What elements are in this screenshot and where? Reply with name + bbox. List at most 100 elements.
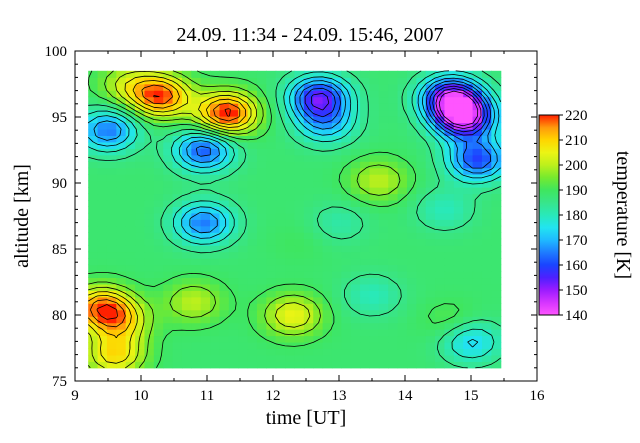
heatmap-cell-2019 bbox=[453, 70, 464, 78]
heatmap-cell-237 bbox=[247, 329, 258, 337]
heatmap-cell-362 bbox=[181, 309, 192, 317]
heatmap-cell-940 bbox=[238, 225, 249, 233]
heatmap-cell-1571 bbox=[378, 135, 389, 143]
heatmap-cell-1864 bbox=[238, 90, 249, 98]
heatmap-cell-411 bbox=[228, 303, 239, 311]
heatmap-cell-548 bbox=[275, 283, 286, 291]
heatmap-cell-1035 bbox=[303, 212, 314, 220]
heatmap-cell-1189 bbox=[97, 187, 108, 195]
heatmap-cell-821 bbox=[360, 245, 371, 253]
heatmap-cell-1904 bbox=[200, 83, 211, 91]
heatmap-cell-298 bbox=[406, 322, 417, 330]
heatmap-cell-69 bbox=[322, 354, 333, 362]
heatmap-cell-1213 bbox=[322, 187, 333, 195]
heatmap-cell-985 bbox=[247, 219, 258, 227]
heatmap-cell-782 bbox=[406, 251, 417, 259]
heatmap-cell-914 bbox=[406, 232, 417, 240]
heatmap-cell-658 bbox=[481, 270, 492, 279]
heatmap-cell-267 bbox=[116, 322, 127, 330]
heatmap-cell-1415 bbox=[153, 154, 164, 162]
heatmap-cell-272 bbox=[163, 322, 174, 330]
heatmap-cell-1879 bbox=[378, 90, 389, 98]
heatmap-cell-1315 bbox=[453, 174, 464, 182]
heatmap-cell-1357 bbox=[435, 167, 446, 175]
heatmap-cell-971 bbox=[116, 219, 127, 227]
heatmap-cell-784 bbox=[425, 251, 436, 259]
colorbar-tick-label-5: 190 bbox=[565, 183, 588, 199]
heatmap-cell-820 bbox=[350, 245, 361, 253]
heatmap-cell-568 bbox=[463, 283, 474, 291]
heatmap-cell-586 bbox=[219, 277, 230, 285]
heatmap-cell-1043 bbox=[378, 212, 389, 220]
heatmap-cell-1938 bbox=[106, 77, 117, 85]
heatmap-cell-593 bbox=[285, 277, 296, 285]
heatmap-cell-501 bbox=[247, 290, 258, 298]
heatmap-cell-756 bbox=[163, 251, 174, 259]
heatmap-cell-1413 bbox=[135, 154, 146, 162]
heatmap-cell-64 bbox=[275, 354, 286, 362]
heatmap-cell-1655 bbox=[341, 122, 352, 130]
heatmap-cell-295 bbox=[378, 322, 389, 330]
heatmap-cell-1535 bbox=[453, 141, 464, 149]
heatmap-cell-270 bbox=[144, 322, 155, 330]
heatmap-cell-749 bbox=[97, 251, 108, 259]
heatmap-cell-1830 bbox=[331, 96, 342, 104]
heatmap-cell-1056 bbox=[88, 206, 99, 214]
heatmap-cell-1442 bbox=[406, 154, 417, 162]
heatmap-cell-1999 bbox=[266, 70, 277, 78]
heatmap-cell-1487 bbox=[416, 148, 427, 156]
heatmap-cell-1428 bbox=[275, 154, 286, 162]
heatmap-cell-1072 bbox=[238, 206, 249, 214]
heatmap-cell-1587 bbox=[116, 128, 127, 136]
heatmap-cell-1470 bbox=[256, 148, 267, 156]
heatmap-cell-1093 bbox=[435, 206, 446, 214]
heatmap-cell-74 bbox=[369, 354, 380, 362]
heatmap-cell-1786 bbox=[331, 103, 342, 111]
heatmap-cell-378 bbox=[331, 309, 342, 317]
heatmap-cell-1331 bbox=[191, 167, 202, 175]
heatmap-cell-1775 bbox=[228, 103, 239, 111]
heatmap-cell-1302 bbox=[331, 174, 342, 182]
heatmap-cell-1013 bbox=[97, 212, 108, 220]
heatmap-cell-654 bbox=[444, 270, 455, 279]
heatmap-cell-357 bbox=[135, 309, 146, 317]
heatmap-cell-1471 bbox=[266, 148, 277, 156]
heatmap-cell-1385 bbox=[285, 161, 296, 169]
heatmap-cell-1654 bbox=[331, 122, 342, 130]
heatmap-cell-1299 bbox=[303, 174, 314, 182]
heatmap-cell-368 bbox=[238, 309, 249, 317]
heatmap-cell-895 bbox=[228, 232, 239, 240]
heatmap-cell-1812 bbox=[163, 96, 174, 104]
heatmap-cell-1688 bbox=[238, 116, 249, 124]
heatmap-cell-425 bbox=[360, 303, 371, 311]
heatmap-cell-744 bbox=[463, 258, 474, 266]
heatmap-cell-1674 bbox=[106, 116, 117, 124]
heatmap-cell-1537 bbox=[472, 141, 483, 149]
heatmap-cell-559 bbox=[378, 283, 389, 291]
heatmap-cell-644 bbox=[350, 270, 361, 279]
heatmap-cell-941 bbox=[247, 225, 258, 233]
heatmap-cell-511 bbox=[341, 290, 352, 298]
heatmap-cell-834 bbox=[481, 245, 492, 253]
heatmap-cell-570 bbox=[481, 283, 492, 291]
heatmap-cell-1382 bbox=[256, 161, 267, 169]
heatmap-cell-273 bbox=[172, 322, 183, 330]
heatmap-cell-419 bbox=[303, 303, 314, 311]
heatmap-cell-838 bbox=[106, 238, 117, 246]
heatmap-cell-279 bbox=[228, 322, 239, 330]
heatmap-cell-582 bbox=[181, 277, 192, 285]
heatmap-cell-835 bbox=[491, 245, 502, 253]
heatmap-cell-653 bbox=[435, 270, 446, 279]
heatmap-cell-1616 bbox=[388, 128, 399, 136]
heatmap-cell-1046 bbox=[406, 212, 417, 220]
heatmap-cell-1889 bbox=[472, 90, 483, 98]
heatmap-cell-858 bbox=[294, 238, 305, 246]
heatmap-cell-379 bbox=[341, 309, 352, 317]
heatmap-cell-352 bbox=[88, 309, 99, 317]
heatmap-cell-1229 bbox=[472, 187, 483, 195]
heatmap-cell-1781 bbox=[285, 103, 296, 111]
heatmap-cell-800 bbox=[163, 245, 174, 253]
heatmap-cell-786 bbox=[444, 251, 455, 259]
heatmap-cell-574 bbox=[106, 277, 117, 285]
x-tick-label-3: 12 bbox=[266, 388, 281, 404]
